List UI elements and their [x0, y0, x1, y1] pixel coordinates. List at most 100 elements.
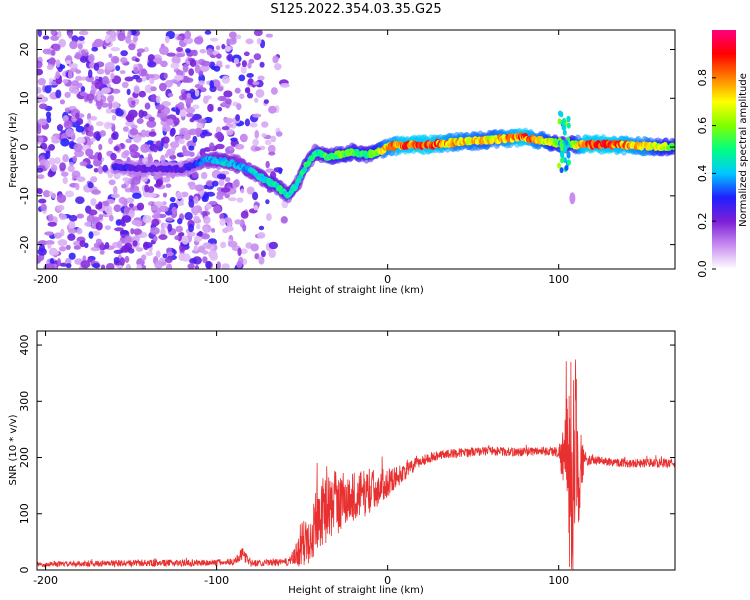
noise-blob [206, 48, 214, 56]
noise-blob [193, 235, 203, 242]
noise-blob [151, 205, 159, 211]
noise-blob [219, 213, 225, 220]
noise-blob [115, 173, 121, 179]
y-tick-label: 200 [18, 447, 31, 468]
noise-blob [88, 231, 94, 239]
noise-blob [47, 243, 52, 249]
noise-blob [182, 63, 189, 73]
noise-blob [150, 86, 157, 92]
noise-blob [122, 177, 130, 182]
noise-blob [258, 225, 265, 231]
y-tick-label: -20 [18, 236, 31, 254]
noise-blob [162, 201, 167, 206]
noise-blob [128, 43, 136, 51]
noise-blob [252, 191, 259, 201]
noise-blob [115, 219, 122, 226]
noise-blob [169, 141, 180, 149]
noise-blob [48, 157, 56, 166]
noise-blob [85, 75, 95, 83]
noise-blob [187, 231, 196, 237]
noise-blob [67, 228, 77, 234]
noise-blob [104, 225, 111, 231]
noise-blob [233, 179, 240, 188]
noise-blob [121, 215, 132, 223]
noise-blob [136, 48, 145, 53]
noise-blob [86, 93, 95, 101]
y-tick-label: 20 [18, 43, 31, 57]
noise-blob [192, 49, 198, 57]
noise-blob [238, 74, 246, 82]
spectrogram-marks [37, 30, 675, 269]
noise-blob [97, 151, 103, 161]
noise-blob [129, 128, 139, 136]
noise-blob [136, 247, 144, 252]
noise-blob [188, 263, 195, 269]
noise-blob [62, 115, 69, 123]
noise-blob [219, 195, 224, 200]
noise-blob [131, 176, 141, 185]
noise-blob [265, 160, 270, 169]
noise-blob [150, 93, 157, 103]
noise-blob [97, 165, 104, 175]
noise-blob [69, 40, 78, 50]
noise-blob [215, 131, 223, 140]
noise-blob [100, 87, 110, 95]
noise-blob [279, 83, 290, 88]
noise-blob [90, 197, 97, 207]
noise-blob [123, 206, 130, 215]
noise-blob [185, 48, 191, 54]
noise-blob [211, 180, 219, 187]
noise-blob [76, 227, 83, 235]
noise-blob [64, 91, 71, 98]
noise-blob [147, 186, 155, 194]
noise-blob [144, 84, 154, 93]
noise-blob [133, 66, 139, 74]
colorbar: 0.0 0.2 0.4 0.6 0.8 Normalized spectral ampl… [696, 30, 749, 278]
noise-blob [216, 261, 222, 269]
noise-blob [176, 191, 183, 200]
noise-blob [136, 263, 143, 269]
noise-blob [185, 106, 196, 114]
noise-blob [225, 64, 231, 69]
noise-blob [195, 223, 201, 230]
noise-blob [155, 250, 161, 259]
noise-blob [128, 209, 135, 219]
noise-blob [247, 78, 254, 86]
noise-blob [254, 146, 261, 152]
noise-blob [146, 74, 155, 79]
noise-blob [57, 239, 68, 247]
noise-blob [239, 93, 245, 100]
noise-blob [111, 114, 117, 121]
noise-blob [252, 113, 262, 118]
noise-blob [113, 146, 120, 152]
noise-blob [68, 252, 76, 260]
noise-blob [188, 223, 195, 233]
noise-blob [125, 263, 132, 269]
noise-blob [233, 57, 240, 65]
ridge-core [302, 166, 308, 172]
snr-x-ticks: -200 -100 0 100 [33, 331, 569, 587]
noise-blob [155, 104, 166, 111]
noise-blob [76, 136, 86, 144]
colorbar-tick-label: 0.2 [696, 212, 709, 230]
noise-blob [270, 87, 278, 95]
noise-blob [249, 122, 258, 128]
noise-blob [90, 137, 96, 143]
noise-blob [102, 164, 109, 172]
noise-blob [261, 133, 267, 138]
noise-blob [42, 190, 51, 198]
spectrogram-y-axis-label: Frequency (Hz) [8, 112, 19, 188]
noise-blob [90, 246, 101, 252]
noise-blob [93, 168, 99, 173]
noise-blob [121, 183, 127, 189]
noise-blob [72, 155, 78, 163]
noise-blob [184, 30, 192, 40]
x-tick-label: -100 [204, 574, 229, 587]
noise-blob [57, 258, 62, 267]
noise-blob [235, 114, 241, 122]
colorbar-label: Normalized spectral amplitude [738, 73, 749, 227]
noise-blob [173, 117, 180, 126]
noise-blob [208, 142, 215, 151]
noise-blob [119, 230, 129, 235]
noise-blob [93, 242, 100, 248]
